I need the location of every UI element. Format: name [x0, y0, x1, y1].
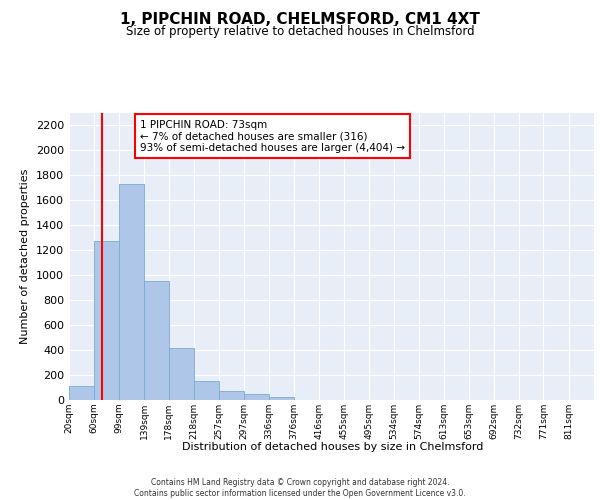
- Bar: [269, 396, 294, 400]
- Bar: [144, 281, 169, 400]
- Text: Distribution of detached houses by size in Chelmsford: Distribution of detached houses by size …: [182, 442, 484, 452]
- Bar: [169, 348, 194, 400]
- Bar: [94, 242, 119, 400]
- Bar: [194, 381, 219, 400]
- Text: 1 PIPCHIN ROAD: 73sqm
← 7% of detached houses are smaller (316)
93% of semi-deta: 1 PIPCHIN ROAD: 73sqm ← 7% of detached h…: [140, 120, 405, 153]
- Y-axis label: Number of detached properties: Number of detached properties: [20, 168, 31, 344]
- Text: 1, PIPCHIN ROAD, CHELMSFORD, CM1 4XT: 1, PIPCHIN ROAD, CHELMSFORD, CM1 4XT: [120, 12, 480, 28]
- Text: Size of property relative to detached houses in Chelmsford: Size of property relative to detached ho…: [125, 25, 475, 38]
- Bar: [244, 394, 269, 400]
- Text: Contains HM Land Registry data © Crown copyright and database right 2024.
Contai: Contains HM Land Registry data © Crown c…: [134, 478, 466, 498]
- Bar: [69, 386, 94, 400]
- Bar: [119, 184, 144, 400]
- Bar: [219, 390, 244, 400]
